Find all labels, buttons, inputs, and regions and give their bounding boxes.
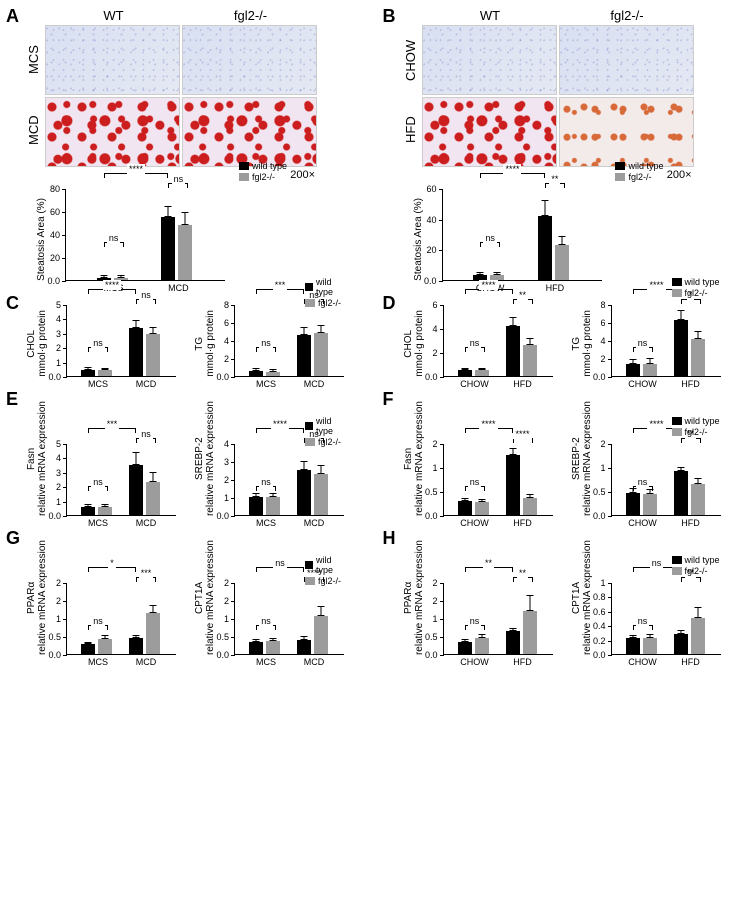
yaxis-C-tg: TG mmol·g protein: [194, 310, 216, 377]
hist-B-hfd-wt: [422, 97, 557, 167]
chart-A: 0.020406080MCSMCDnsns****wild typefgl2-/…: [65, 189, 225, 281]
chart-E-srebp2: 0.01234MCSMCDnsns****wild typefgl2-/-: [234, 444, 344, 516]
chart-F-srebp2: 0.00.512CHOWHFDns******wild typefgl2-/-: [611, 444, 721, 516]
col-label-ko: fgl2-/-: [183, 8, 318, 25]
panel-A: A WT fgl2-/- MCS MCD 200×: [8, 8, 365, 281]
hist-B-hfd-ko: [559, 97, 694, 167]
col-label-ko-B: fgl2-/-: [560, 8, 695, 25]
panel-A-label: A: [6, 6, 19, 27]
panel-C: C CHOL mmol·g protein 0.012345MCSMCDnsns…: [8, 295, 365, 377]
panel-F-label: F: [383, 389, 394, 410]
yaxis-A: Steatosis Area (%): [36, 198, 47, 281]
hist-A-mcs-wt: [45, 25, 180, 95]
panel-B: B WT fgl2-/- CHOW HFD 200: [385, 8, 742, 281]
yaxis-F-fasn: Fasn relative mRNA expression: [403, 401, 425, 516]
yaxis-C-chol: CHOL mmol·g protein: [26, 310, 48, 377]
magnification-B: 200×: [667, 169, 692, 181]
chart-G-ppara: 0.00.5122MCSMCDns****: [66, 583, 176, 655]
chart-G-cpt1a: 0.00.5122MCSMCDns****nswild typefgl2-/-: [234, 583, 344, 655]
chart-H-cpt1a: 0.00.20.40.60.81CHOWHFDns**nswild typefg…: [611, 583, 721, 655]
yaxis-D-tg: TG mmol·g protein: [571, 310, 593, 377]
figure: A WT fgl2-/- MCS MCD 200×: [8, 8, 741, 655]
hist-A-mcs-ko: [182, 25, 317, 95]
hist-B-chow-wt: [422, 25, 557, 95]
panel-E-label: E: [6, 389, 18, 410]
panel-H-label: H: [383, 528, 396, 549]
magnification-A: 200×: [290, 169, 315, 181]
row-label-A-0: MCS: [26, 25, 41, 95]
yaxis-B: Steatosis Area (%): [413, 198, 424, 281]
yaxis-H-ppara: PPARα relative mRNA expression: [403, 540, 425, 655]
col-label-wt: WT: [46, 8, 181, 25]
chart-B: 0.0204060CHOWHFDns******wild typefgl2-/-: [442, 189, 602, 281]
panel-B-label: B: [383, 6, 396, 27]
hist-A-mcd-ko: [182, 97, 317, 167]
yaxis-H-cpt1a: CPT1A relative mRNA expression: [571, 540, 593, 655]
chart-E-fasn: 0.012345MCSMCDnsns***: [66, 444, 176, 516]
chart-D-tg: 0.02468CHOWHFDns*****wild typefgl2-/-: [611, 305, 721, 377]
panel-H: H PPARα relative mRNA expression 0.00.51…: [385, 530, 742, 655]
yaxis-E-srebp2: SREBP-2 relative mRNA expression: [194, 401, 216, 516]
panel-G-label: G: [6, 528, 20, 549]
panel-C-label: C: [6, 293, 19, 314]
chart-D-chol: 0.0246CHOWHFDns******: [443, 305, 553, 377]
panel-E: E Fasn relative mRNA expression 0.012345…: [8, 391, 365, 516]
chart-H-ppara: 0.00.5122CHOWHFDns****: [443, 583, 553, 655]
panel-D-label: D: [383, 293, 396, 314]
chart-C-tg: 0.02468MCSMCDnsns***wild typefgl2-/-: [234, 305, 344, 377]
chart-C-chol: 0.012345MCSMCDnsns****: [66, 305, 176, 377]
hist-A-mcd-wt: [45, 97, 180, 167]
yaxis-E-fasn: Fasn relative mRNA expression: [26, 401, 48, 516]
yaxis-G-ppara: PPARα relative mRNA expression: [26, 540, 48, 655]
row-label-A-1: MCD: [26, 95, 41, 165]
yaxis-F-srebp2: SREBP-2 relative mRNA expression: [571, 401, 593, 516]
chart-F-fasn: 0.00.512CHOWHFDns********: [443, 444, 553, 516]
panel-D: D CHOL mmol·g protein 0.0246CHOWHFDns***…: [385, 295, 742, 377]
yaxis-G-cpt1a: CPT1A relative mRNA expression: [194, 540, 216, 655]
row-label-B-0: CHOW: [403, 25, 418, 95]
panel-F: F Fasn relative mRNA expression 0.00.512…: [385, 391, 742, 516]
col-label-wt-B: WT: [423, 8, 558, 25]
row-label-B-1: HFD: [403, 95, 418, 165]
panel-G: G PPARα relative mRNA expression 0.00.51…: [8, 530, 365, 655]
yaxis-D-chol: CHOL mmol·g protein: [403, 310, 425, 377]
hist-B-chow-ko: [559, 25, 694, 95]
